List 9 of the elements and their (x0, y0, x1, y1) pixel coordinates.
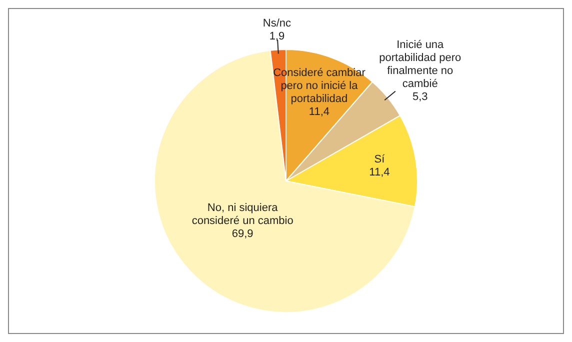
slice-label: Sí (374, 153, 386, 166)
slice-label: Ns/nc (262, 17, 292, 30)
slice-label: Inicié una portabilidad pero finalmente no cambié (379, 38, 462, 90)
slice-label: No, ni siquiera consideré un cambio (192, 202, 294, 228)
data-label: 11,4 (308, 106, 330, 118)
data-label: 5,3 (412, 90, 428, 103)
data-label: 1,9 (269, 30, 285, 42)
data-label: 11,4 (369, 166, 390, 178)
data-label: 69,9 (232, 228, 254, 240)
